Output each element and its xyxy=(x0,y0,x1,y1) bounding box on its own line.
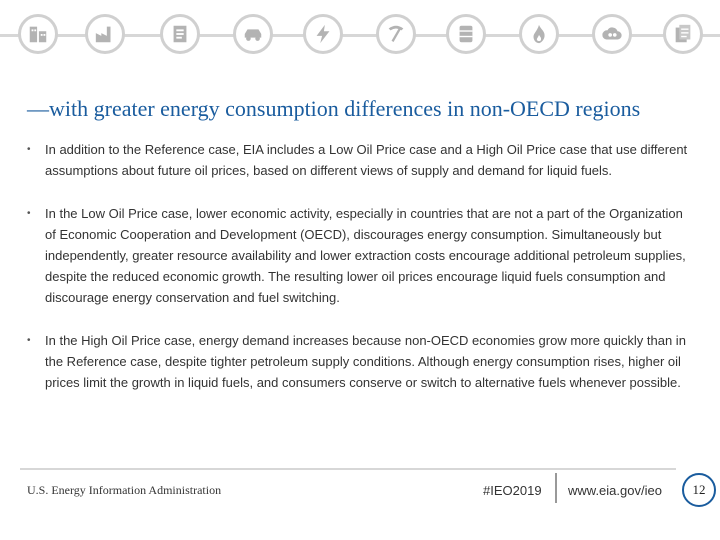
document-icon xyxy=(160,14,200,54)
building-icon xyxy=(18,14,58,54)
factory-icon xyxy=(85,14,125,54)
report-icon xyxy=(663,14,703,54)
mining-icon xyxy=(376,14,416,54)
bullet-list: • In addition to the Reference case, EIA… xyxy=(27,139,697,393)
bullet-text: In the Low Oil Price case, lower economi… xyxy=(45,206,686,305)
bullet-text: In addition to the Reference case, EIA i… xyxy=(45,142,688,178)
page-number: 12 xyxy=(682,473,716,507)
footer-hashtag[interactable]: #IEO2019 xyxy=(483,483,542,498)
footer-divider xyxy=(555,473,557,503)
car-icon xyxy=(233,14,273,54)
co2-icon xyxy=(592,14,632,54)
slide-title: —with greater energy consumption differe… xyxy=(27,96,641,121)
oil-barrel-icon xyxy=(446,14,486,54)
bullet-marker: • xyxy=(27,335,31,346)
footer-organization: U.S. Energy Information Administration xyxy=(27,483,222,497)
footer-url-link[interactable]: www.eia.gov/ieo xyxy=(568,483,662,498)
bullet-item: • In the Low Oil Price case, lower econo… xyxy=(27,203,697,308)
header-icon-bar xyxy=(0,10,720,54)
flame-icon xyxy=(519,14,559,54)
bullet-item: • In the High Oil Price case, energy dem… xyxy=(27,330,697,393)
lightning-icon xyxy=(303,14,343,54)
bullet-marker: • xyxy=(27,144,31,155)
footer-rule xyxy=(20,468,676,470)
bullet-text: In the High Oil Price case, energy deman… xyxy=(45,333,686,390)
bullet-item: • In addition to the Reference case, EIA… xyxy=(27,139,697,181)
bullet-marker: • xyxy=(27,208,31,219)
header-rule xyxy=(0,34,720,37)
